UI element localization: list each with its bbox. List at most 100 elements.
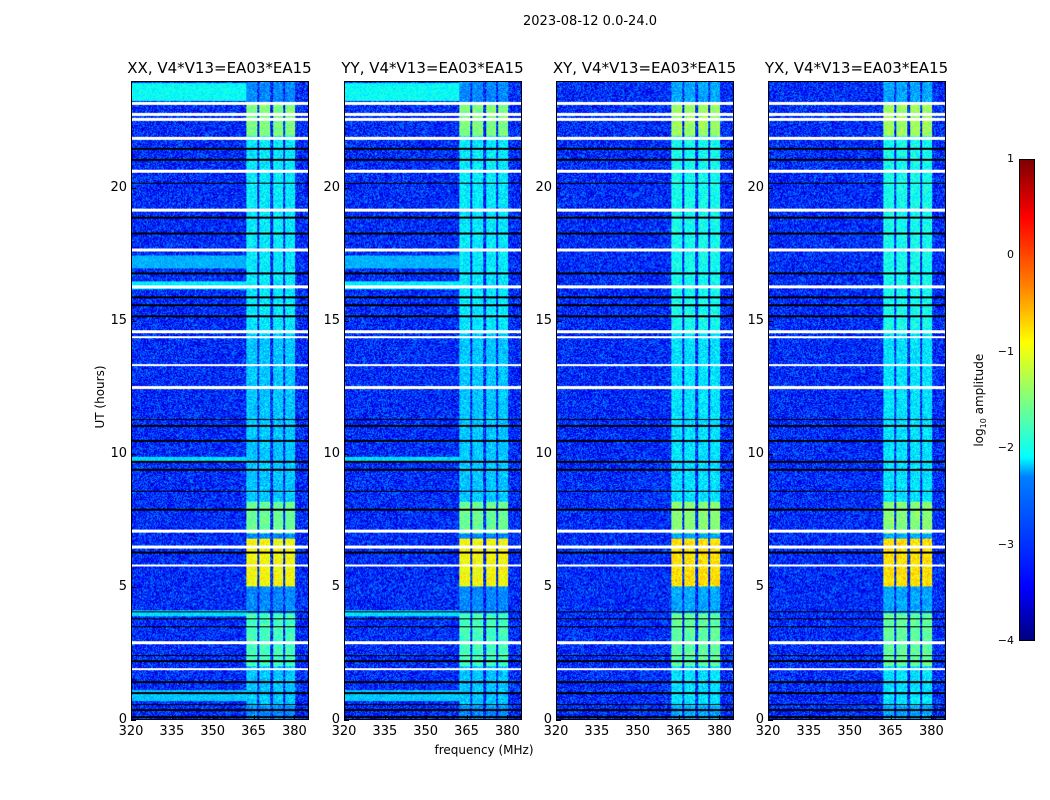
x-tick-mark xyxy=(425,715,427,720)
figure-title: 2023-08-12 0.0-24.0 xyxy=(523,14,657,29)
x-tick-mark xyxy=(890,715,892,720)
y-tick-mark xyxy=(344,453,349,455)
colorbar-label-rest: amplitude xyxy=(971,353,986,419)
heatmap-panel-2 xyxy=(556,81,734,720)
x-tick-label: 320 xyxy=(331,724,357,739)
y-tick-mark xyxy=(768,586,773,588)
y-tick-mark xyxy=(768,453,773,455)
heatmap-canvas-3 xyxy=(769,82,945,719)
x-tick-mark xyxy=(384,715,386,720)
y-tick-label: 20 xyxy=(747,179,764,195)
y-tick-label: 10 xyxy=(747,445,764,461)
x-tick-label: 335 xyxy=(159,724,185,739)
y-tick-mark xyxy=(131,453,136,455)
x-tick-label: 320 xyxy=(118,724,144,739)
y-tick-mark xyxy=(344,720,349,721)
y-tick-label: 20 xyxy=(535,179,552,195)
colorbar xyxy=(1019,159,1035,641)
x-tick-mark xyxy=(849,715,851,720)
x-tick-label: 380 xyxy=(494,724,520,739)
x-tick-label: 380 xyxy=(706,724,732,739)
colorbar-label-log: log xyxy=(971,428,986,447)
y-tick-mark xyxy=(556,586,561,588)
y-tick-label: 20 xyxy=(110,179,127,195)
x-tick-mark xyxy=(808,715,810,720)
x-tick-label: 350 xyxy=(413,724,439,739)
y-tick-mark xyxy=(768,320,773,322)
x-tick-label: 365 xyxy=(454,724,479,739)
panel-title-2: XY, V4*V13=EA03*EA15 xyxy=(552,59,737,77)
x-tick-mark xyxy=(768,715,769,720)
x-tick-mark xyxy=(253,715,255,720)
y-tick-label: 15 xyxy=(535,312,552,328)
x-tick-mark xyxy=(344,715,345,720)
x-tick-mark xyxy=(212,715,214,720)
x-tick-mark xyxy=(596,715,598,720)
panel-title-1: YY, V4*V13=EA03*EA15 xyxy=(341,59,524,77)
colorbar-label: log10 amplitude xyxy=(972,345,988,455)
panel-title-3: YX, V4*V13=EA03*EA15 xyxy=(764,59,949,77)
x-tick-label: 365 xyxy=(666,724,691,739)
y-tick-mark xyxy=(344,320,349,322)
y-tick-label: 10 xyxy=(110,445,127,461)
x-tick-mark xyxy=(556,715,557,720)
x-axis-label: frequency (MHz) xyxy=(434,743,534,757)
x-tick-label: 365 xyxy=(241,724,266,739)
x-tick-mark xyxy=(637,715,639,720)
x-tick-mark xyxy=(931,715,933,720)
y-tick-mark xyxy=(344,187,349,189)
y-tick-label: 5 xyxy=(543,578,552,594)
x-tick-mark xyxy=(719,715,721,720)
heatmap-panel-3 xyxy=(768,81,946,720)
y-tick-label: 0 xyxy=(331,712,340,727)
y-tick-label: 15 xyxy=(323,312,340,328)
x-tick-mark xyxy=(466,715,468,720)
x-tick-label: 350 xyxy=(200,724,226,739)
x-tick-label: 365 xyxy=(878,724,903,739)
heatmap-panel-0 xyxy=(131,81,309,720)
y-tick-mark xyxy=(768,720,773,721)
x-tick-label: 335 xyxy=(584,724,610,739)
x-tick-label: 350 xyxy=(625,724,651,739)
y-tick-label: 10 xyxy=(323,445,340,461)
y-tick-label: 20 xyxy=(323,179,340,195)
colorbar-label-sub: 10 xyxy=(979,418,989,429)
heatmap-panel-1 xyxy=(344,81,522,720)
y-tick-mark xyxy=(556,453,561,455)
x-tick-label: 350 xyxy=(837,724,863,739)
heatmap-canvas-1 xyxy=(345,82,521,719)
y-tick-mark xyxy=(344,586,349,588)
x-tick-mark xyxy=(171,715,173,720)
x-tick-mark xyxy=(507,715,509,720)
x-tick-mark xyxy=(131,715,132,720)
y-tick-label: 0 xyxy=(118,712,127,727)
y-tick-label: 0 xyxy=(755,712,764,727)
x-tick-label: 335 xyxy=(372,724,398,739)
y-tick-label: 5 xyxy=(118,578,127,594)
heatmap-canvas-2 xyxy=(557,82,733,719)
y-tick-mark xyxy=(556,187,561,189)
y-tick-label: 0 xyxy=(543,712,552,727)
x-tick-label: 380 xyxy=(281,724,307,739)
x-tick-label: 320 xyxy=(755,724,781,739)
y-tick-label: 10 xyxy=(535,445,552,461)
x-tick-mark xyxy=(678,715,680,720)
y-tick-mark xyxy=(556,720,561,721)
heatmap-canvas-0 xyxy=(132,82,308,719)
x-tick-label: 320 xyxy=(543,724,569,739)
y-tick-mark xyxy=(768,187,773,189)
y-tick-mark xyxy=(131,586,136,588)
y-tick-label: 15 xyxy=(747,312,764,328)
colorbar-tick-label: −2 xyxy=(997,441,1014,455)
colorbar-tick-label: −3 xyxy=(997,537,1014,551)
colorbar-tick-label: 1 xyxy=(1007,152,1014,165)
colorbar-tick-label: −4 xyxy=(997,634,1014,647)
x-tick-label: 380 xyxy=(918,724,944,739)
y-axis-label: UT (hours) xyxy=(93,365,107,429)
x-tick-label: 335 xyxy=(796,724,822,739)
y-tick-label: 5 xyxy=(755,578,764,594)
colorbar-tick-label: 0 xyxy=(1007,248,1014,262)
y-tick-mark xyxy=(556,320,561,322)
y-tick-label: 5 xyxy=(331,578,340,594)
y-tick-mark xyxy=(131,720,136,721)
